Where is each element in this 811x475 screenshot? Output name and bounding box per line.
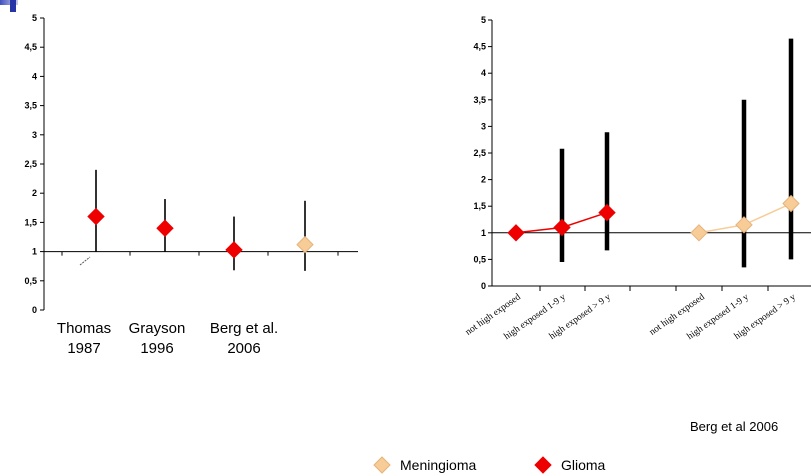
- legend-glioma-marker: [534, 456, 552, 474]
- y-tick-label: 2,5: [473, 148, 486, 158]
- legend-meningioma-label: Meningioma: [400, 457, 476, 473]
- meningioma-point: [735, 216, 753, 234]
- y-tick-label: 0: [32, 305, 37, 315]
- broken-whisker-mark: [79, 256, 91, 266]
- y-tick-label: 1: [32, 247, 37, 257]
- y-tick-label: 3,5: [24, 101, 37, 111]
- category-label: Grayson: [129, 320, 186, 337]
- glioma-point: [87, 207, 105, 226]
- meningioma-point: [296, 235, 314, 254]
- y-tick-label: 3: [481, 121, 486, 131]
- y-tick-label: 2: [481, 175, 486, 185]
- y-tick-label: 3: [32, 130, 37, 140]
- y-tick-label: 4,5: [24, 42, 37, 52]
- category-label: Thomas: [57, 320, 111, 337]
- y-tick-label: 0,5: [24, 276, 37, 286]
- y-tick-label: 5: [481, 15, 486, 25]
- legend-glioma-label: Glioma: [561, 457, 606, 473]
- glioma-point: [156, 219, 174, 237]
- category-label: 1987: [67, 340, 100, 357]
- glioma-point: [507, 224, 525, 242]
- y-tick-label: 4,5: [473, 42, 486, 52]
- meningioma-point: [782, 194, 800, 213]
- glioma-point: [598, 203, 616, 222]
- legend-meningioma-marker: [373, 456, 391, 474]
- glioma-point: [225, 241, 243, 259]
- y-tick-label: 1,5: [24, 217, 37, 227]
- y-tick-label: 3,5: [473, 95, 486, 105]
- y-tick-label: 2,5: [24, 159, 37, 169]
- y-tick-label: 5: [32, 13, 37, 23]
- category-label: 1996: [140, 340, 173, 357]
- meningioma-point: [690, 224, 708, 242]
- y-tick-label: 2: [32, 188, 37, 198]
- glioma-point: [553, 218, 571, 237]
- y-tick-label: 4: [481, 68, 486, 78]
- y-tick-label: 1,5: [473, 201, 486, 211]
- category-label: 2006: [227, 340, 260, 357]
- source-annotation: Berg et al 2006: [690, 419, 778, 434]
- y-tick-label: 0,5: [473, 254, 486, 264]
- y-tick-label: 1: [481, 228, 486, 238]
- y-tick-label: 0: [481, 281, 486, 291]
- category-label: Berg et al.: [210, 320, 278, 337]
- y-tick-label: 4: [32, 71, 37, 81]
